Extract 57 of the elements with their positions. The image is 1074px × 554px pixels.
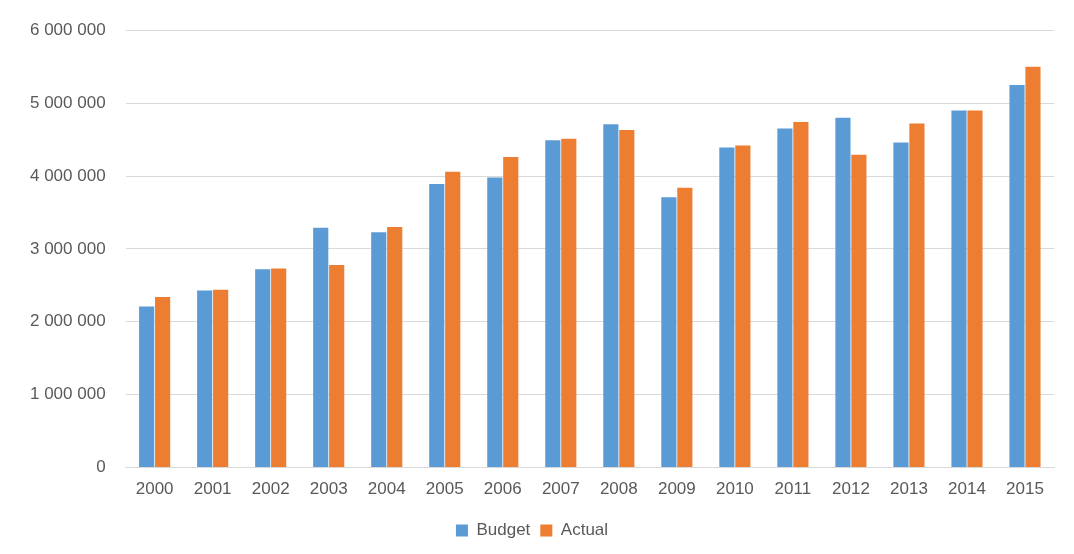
x-tick-label: 2000	[135, 479, 174, 499]
x-tick-label: 2013	[890, 479, 928, 499]
bar	[1025, 66, 1041, 468]
bar	[429, 184, 445, 468]
bar	[719, 147, 735, 468]
bar	[793, 122, 809, 468]
bar	[677, 187, 693, 468]
bar	[445, 171, 461, 468]
x-tick-label: 2008	[599, 479, 638, 499]
x-tick-label: 2012	[832, 479, 870, 499]
bar	[619, 130, 635, 468]
bar	[661, 197, 677, 468]
bar	[271, 268, 287, 468]
x-tick-label: 2014	[948, 479, 986, 499]
bar	[155, 297, 171, 468]
bar	[967, 110, 983, 468]
x-tick-label: 2011	[774, 479, 812, 499]
bar	[951, 110, 967, 468]
bar	[909, 123, 925, 468]
x-tick-label: 2006	[483, 479, 522, 499]
legend-label: Actual	[560, 520, 609, 540]
x-tick-label: 2007	[541, 479, 580, 499]
x-tick-label: 2009	[657, 479, 696, 499]
bar	[603, 124, 619, 468]
x-tick-label: 2015	[1006, 479, 1044, 499]
bar	[835, 117, 851, 468]
bar	[387, 227, 403, 468]
bar	[213, 289, 229, 468]
bar	[503, 157, 519, 468]
y-tick-label: 1 000 000	[29, 384, 106, 404]
bar	[487, 177, 503, 468]
legend-label: Budget	[476, 520, 531, 540]
bar	[139, 306, 155, 468]
bar	[735, 145, 751, 468]
y-tick-label: 4 000 000	[29, 165, 106, 185]
bar	[545, 140, 561, 468]
y-tick-label: 2 000 000	[29, 311, 106, 331]
bar	[371, 232, 387, 468]
bar	[851, 154, 867, 468]
y-tick-label: 5 000 000	[29, 92, 106, 112]
bar	[1009, 84, 1025, 468]
x-tick-label: 2002	[251, 479, 290, 499]
bar	[329, 264, 345, 468]
bar	[255, 269, 271, 468]
bar	[777, 128, 793, 468]
bar	[561, 138, 577, 468]
y-tick-label: 0	[96, 457, 106, 477]
x-tick-label: 2003	[309, 479, 348, 499]
x-tick-label: 2001	[193, 479, 232, 499]
bar	[893, 142, 909, 468]
x-tick-label: 2004	[367, 479, 406, 499]
x-tick-label: 2005	[425, 479, 464, 499]
bar	[197, 290, 213, 468]
x-tick-label: 2010	[715, 479, 754, 499]
y-tick-label: 3 000 000	[29, 238, 106, 258]
bar	[313, 227, 329, 468]
y-tick-label: 6 000 000	[29, 19, 106, 39]
